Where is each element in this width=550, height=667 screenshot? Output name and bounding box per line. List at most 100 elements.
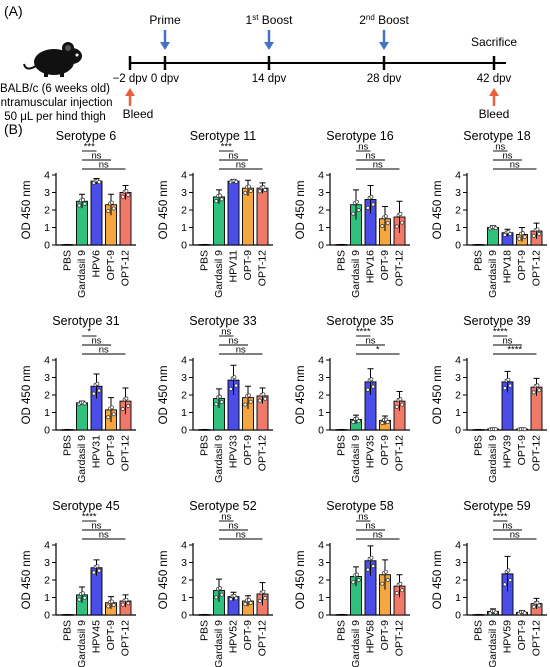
data-point	[111, 412, 116, 417]
x-tick-label: PBS	[336, 435, 348, 456]
data-point	[398, 211, 403, 216]
data-point	[369, 555, 374, 560]
data-point	[124, 189, 129, 194]
significance-label: ns	[236, 530, 246, 541]
data-point	[369, 194, 374, 199]
data-point	[109, 599, 114, 604]
data-point	[493, 226, 498, 231]
y-tick-label: 2	[455, 205, 461, 217]
x-tick-label: Gardasil 9	[350, 435, 362, 483]
data-point	[385, 578, 390, 583]
significance-label: ns	[91, 521, 101, 532]
y-axis-label: OD 450 nm	[432, 181, 444, 240]
y-tick-label: 4	[455, 170, 461, 182]
x-tick-label: Gardasil 9	[487, 620, 499, 667]
significance-label: ns	[228, 336, 238, 347]
x-tick-label: OPT-12	[531, 620, 543, 656]
x-tick-label: OPT-9	[379, 435, 391, 466]
data-point	[522, 427, 527, 432]
y-tick-label: 3	[318, 372, 324, 384]
data-point	[91, 570, 96, 575]
x-tick-label: OPT-9	[516, 250, 528, 281]
x-tick-label: OPT-9	[105, 620, 117, 651]
x-tick-label: PBS	[336, 250, 348, 271]
data-point	[517, 236, 522, 241]
y-axis-label: OD 450 nm	[21, 551, 33, 610]
y-tick-label: 0	[455, 240, 461, 252]
significance-label: ns	[228, 151, 238, 162]
significance-label: ns	[236, 345, 246, 356]
data-point	[508, 232, 513, 236]
x-tick-label: Gardasil 9	[76, 250, 88, 298]
chart-title: Serotype 16	[326, 129, 393, 143]
chart-serotype-11: Serotype 11 OD 450 nm 0 1 2 3 4 PBS Gardasil 9 HP…	[158, 129, 273, 298]
data-point	[537, 603, 542, 608]
data-point	[400, 220, 405, 225]
y-axis-label: OD 450 nm	[432, 551, 444, 610]
data-point	[243, 602, 248, 607]
y-tick-label: 1	[181, 407, 187, 419]
x-tick-label: HPV11	[228, 250, 240, 283]
y-tick-label: 1	[44, 222, 50, 234]
y-tick-label: 4	[318, 355, 324, 367]
injection-arrow-head	[264, 42, 274, 50]
data-point	[531, 233, 536, 238]
data-point	[522, 235, 527, 239]
data-point	[248, 399, 253, 404]
x-tick-label: HPV39	[502, 435, 514, 468]
data-point	[502, 386, 507, 391]
data-point	[365, 205, 370, 210]
chart-title: Serotype 31	[52, 314, 119, 328]
significance-label: ***	[84, 142, 95, 153]
data-point	[400, 588, 405, 593]
y-axis-label: OD 450 nm	[158, 181, 170, 240]
x-tick-label: OPT-12	[257, 250, 269, 286]
x-tick-label: Gardasil 9	[213, 435, 225, 483]
timepoint-label: 28 dpv	[367, 73, 402, 85]
data-point	[354, 199, 359, 204]
data-point	[77, 203, 82, 208]
y-tick-label: 2	[44, 205, 50, 217]
timepoint-label: 14 dpv	[252, 73, 287, 85]
x-tick-label: PBS	[199, 435, 211, 456]
data-point	[120, 194, 125, 199]
bar-gardasil-9	[213, 196, 225, 246]
data-point	[120, 407, 125, 411]
y-tick-label: 0	[318, 240, 324, 252]
data-point	[400, 402, 405, 407]
x-tick-label: OPT-9	[379, 620, 391, 651]
chart-title: Serotype 6	[56, 129, 117, 143]
chart-serotype-39: Serotype 39 OD 450 nm 0 1 2 3 4 PBS Gardasil 9 HP…	[432, 314, 547, 483]
y-tick-label: 4	[181, 170, 187, 182]
y-tick-label: 0	[455, 425, 461, 437]
data-point	[371, 384, 376, 389]
y-tick-label: 0	[44, 240, 50, 252]
timepoint-label: −2 dpv	[113, 73, 148, 85]
x-tick-label: OPT-12	[120, 435, 132, 471]
data-point	[257, 398, 262, 403]
significance-label: *	[87, 327, 91, 338]
data-point	[398, 581, 403, 586]
significance-label: ns	[510, 160, 520, 171]
data-point	[380, 224, 385, 229]
data-point	[365, 387, 370, 392]
data-point	[356, 208, 361, 213]
chart-title: Serotype 45	[52, 499, 119, 513]
data-point	[124, 396, 129, 401]
data-point	[111, 206, 116, 211]
data-point	[383, 214, 388, 219]
x-tick-label: HPV52	[228, 620, 240, 653]
bleed-arrow-head	[125, 88, 135, 96]
data-point	[95, 381, 100, 386]
bleed-label: Bleed	[123, 107, 154, 121]
significance-label: ns	[502, 336, 512, 347]
significance-label: ns	[510, 530, 520, 541]
injection-arrow-head	[379, 42, 389, 50]
x-tick-label: PBS	[336, 620, 348, 641]
data-point	[493, 610, 498, 615]
data-point	[126, 193, 131, 197]
x-tick-label: PBS	[62, 435, 74, 456]
data-point	[493, 427, 498, 432]
chart-serotype-31: Serotype 31 OD 450 nm 0 1 2 3 4 PBS Gardasil 9 HP…	[21, 314, 136, 483]
data-point	[91, 391, 96, 396]
